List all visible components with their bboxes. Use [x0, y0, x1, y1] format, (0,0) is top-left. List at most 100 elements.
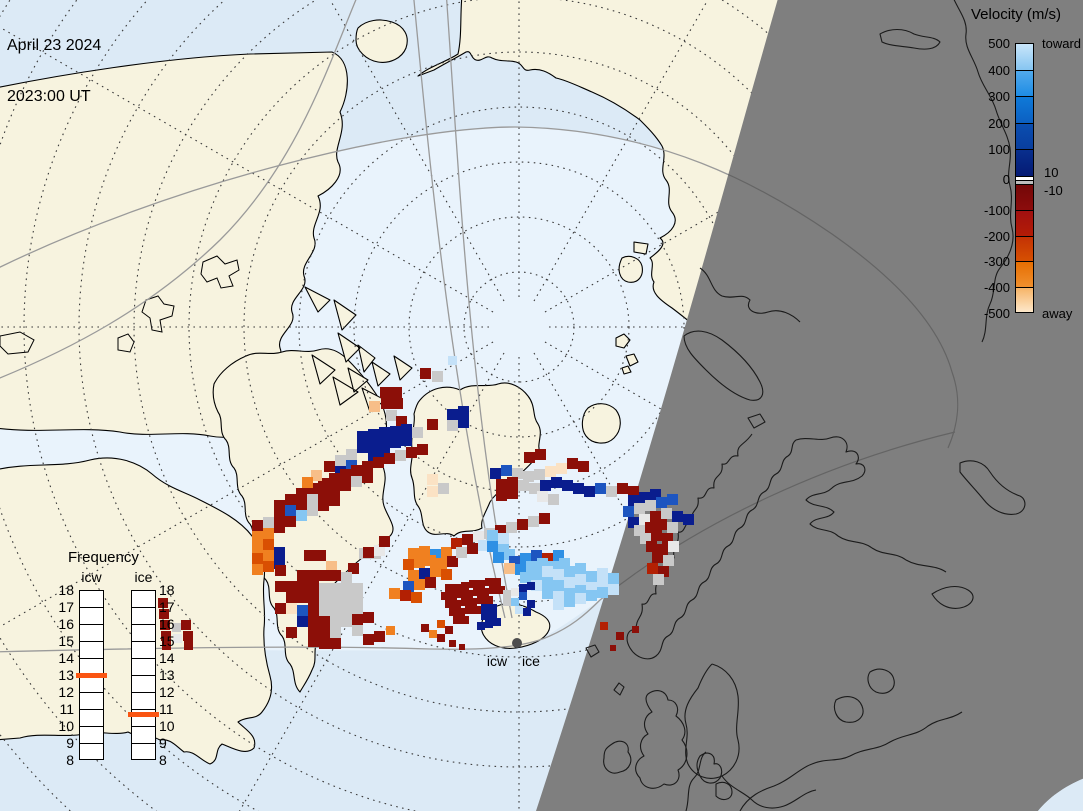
- velocity-cell: [656, 497, 667, 508]
- velocity-cell: [481, 612, 489, 620]
- velocity-cell: [578, 461, 589, 472]
- velocity-cell: [286, 592, 297, 603]
- velocity-cell: [529, 483, 540, 494]
- velocity-cell: [515, 606, 523, 614]
- frequency-cell: [79, 590, 104, 607]
- colorbar-segment-away: [1015, 209, 1034, 236]
- velocity-data-cells: [158, 356, 694, 651]
- velocity-cell: [438, 483, 449, 494]
- velocity-cell: [526, 561, 537, 572]
- velocity-cell: [427, 419, 438, 430]
- velocity-cell: [173, 634, 182, 643]
- velocity-cell: [650, 489, 661, 500]
- velocity-cell: [639, 514, 650, 525]
- velocity-cell: [507, 488, 518, 499]
- away-label: away: [1042, 306, 1073, 321]
- meridian-line: [544, 0, 1083, 313]
- velocity-cell: [420, 368, 431, 379]
- velocity-cell: [379, 536, 390, 547]
- velocity-cell: [640, 533, 651, 544]
- velocity-cell: [368, 440, 379, 451]
- velocity-cell: [473, 588, 481, 596]
- velocity-cell: [352, 625, 363, 636]
- frequency-tick-label: 16: [58, 616, 74, 632]
- velocity-cell: [537, 491, 548, 502]
- coast-franz-josef: [879, 28, 941, 50]
- velocity-cell: [391, 387, 402, 398]
- velocity-cell: [520, 572, 531, 583]
- velocity-cell: [503, 590, 511, 598]
- colorbar-zero-strip: [1015, 175, 1034, 180]
- velocity-cell: [628, 517, 639, 528]
- velocity-cell: [586, 571, 597, 582]
- frequency-column-label-icw: icw: [81, 569, 102, 585]
- velocity-cell: [520, 553, 531, 564]
- velocity-cell: [341, 605, 352, 616]
- velocity-cell: [161, 631, 171, 641]
- frequency-cell: [79, 658, 104, 675]
- velocity-cell: [600, 622, 608, 630]
- coast-baltic: [721, 775, 817, 809]
- velocity-cell: [363, 634, 374, 645]
- velocity-cell: [184, 641, 193, 650]
- meridian-line: [238, 352, 505, 811]
- velocity-cell: [617, 483, 628, 494]
- velocity-cell: [319, 638, 330, 649]
- frequency-cell: [131, 641, 156, 658]
- velocity-cell: [481, 588, 489, 596]
- frequency-cell: [79, 709, 104, 726]
- colorbar-segment-away: [1015, 183, 1034, 210]
- velocity-cell: [496, 479, 507, 490]
- velocity-cell: [586, 582, 597, 593]
- velocity-cell: [597, 587, 608, 598]
- velocity-cell: [553, 591, 564, 602]
- velocity-cell: [384, 453, 395, 464]
- frequency-panel-title: Frequency: [68, 549, 139, 566]
- velocity-cell: [326, 561, 337, 572]
- velocity-cell: [453, 616, 461, 624]
- frequency-cell: [79, 607, 104, 624]
- velocity-cell: [406, 447, 417, 458]
- meridian-line: [329, 0, 505, 302]
- velocity-cell: [672, 511, 683, 522]
- velocity-cell: [304, 550, 315, 561]
- velocity-cell: [651, 530, 662, 541]
- velocity-cell: [645, 522, 656, 533]
- frequency-cell: [79, 743, 104, 760]
- velocity-cell: [634, 503, 645, 514]
- frequency-cell: [131, 726, 156, 743]
- velocity-cell: [445, 584, 453, 592]
- velocity-cell: [465, 606, 473, 614]
- velocity-cell: [449, 592, 457, 600]
- velocity-cell: [518, 480, 529, 491]
- coast-great-britain: [635, 690, 688, 789]
- velocity-cell: [319, 627, 330, 638]
- velocity-cell: [297, 570, 308, 581]
- velocity-cell: [351, 476, 362, 487]
- velocity-cell: [668, 541, 679, 552]
- colorbar-segment-away: [1015, 235, 1034, 262]
- velocity-cell: [456, 547, 467, 558]
- velocity-cell: [379, 427, 390, 438]
- velocity-cell: [172, 623, 181, 632]
- velocity-cell: [485, 578, 493, 586]
- velocity-cell: [509, 556, 520, 567]
- meridian-line: [544, 341, 1083, 654]
- velocity-cell: [379, 438, 390, 449]
- frequency-cell: [131, 692, 156, 709]
- velocity-cell: [564, 596, 575, 607]
- velocity-cell: [628, 486, 639, 497]
- velocity-cell: [501, 465, 512, 476]
- velocity-cell: [286, 581, 297, 592]
- velocity-cell: [363, 547, 374, 558]
- velocity-cell: [608, 573, 619, 584]
- velocity-cell: [315, 550, 326, 561]
- velocity-cell: [380, 387, 391, 398]
- coast-taymyr: [683, 330, 764, 401]
- velocity-cell: [493, 578, 501, 586]
- velocity-cell: [430, 566, 441, 577]
- frequency-tick-label: 10: [159, 718, 175, 734]
- velocity-cell: [489, 586, 497, 594]
- velocity-cell: [296, 488, 307, 499]
